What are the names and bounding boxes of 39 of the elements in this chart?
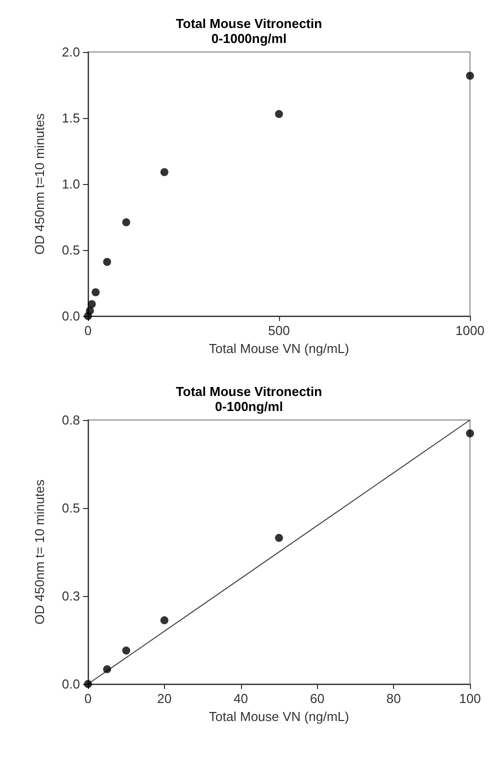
point xyxy=(275,110,283,118)
y-tick-label: 0.5 xyxy=(62,500,80,516)
y-tick-label: 0.5 xyxy=(62,242,80,258)
y-tick-label: 0.0 xyxy=(62,308,80,324)
point xyxy=(86,306,94,315)
x-tick-label: 500 xyxy=(268,323,290,338)
x-tick-label: 1000 xyxy=(456,323,484,338)
y-axis-title: OD 450nm t= 10 minutes xyxy=(32,479,47,624)
point xyxy=(88,300,96,308)
y-tick-label: 0.0 xyxy=(62,676,80,692)
y-tick-label: 0.3 xyxy=(62,588,80,604)
x-tick-label: 0 xyxy=(84,691,92,706)
x-tick-label: 60 xyxy=(310,691,324,706)
x-axis-title: Total Mouse VN (ng/mL) xyxy=(208,709,350,724)
point xyxy=(466,72,474,80)
chart-title: Total Mouse Vitronectin xyxy=(176,16,322,31)
x-tick-label: 20 xyxy=(157,691,172,706)
x-axis-title: Total Mouse VN (ng/mL) xyxy=(208,341,350,356)
y-tick-label: 1.5 xyxy=(62,110,80,126)
chart-title: Total Mouse Vitronectin xyxy=(176,384,322,399)
y-axis-title: OD 450nm t=10 minutes xyxy=(32,112,47,255)
point xyxy=(122,218,130,226)
x-tick-label: 0 xyxy=(84,323,92,338)
point xyxy=(160,616,168,624)
chart-subtitle: 0-1000ng/ml xyxy=(211,31,287,46)
point xyxy=(160,168,168,176)
point xyxy=(103,258,112,266)
point xyxy=(92,288,100,296)
y-tick-label: 2.0 xyxy=(62,44,80,60)
y-tick-label: 0.8 xyxy=(62,412,80,428)
x-tick-label: 80 xyxy=(386,691,401,706)
chart-subtitle: 0-100ng/ml xyxy=(215,399,283,414)
x-tick-label: 100 xyxy=(459,691,481,706)
point xyxy=(466,429,474,438)
point xyxy=(275,534,283,542)
point xyxy=(122,646,130,655)
x-tick-label: 40 xyxy=(234,691,248,706)
y-tick-label: 1.0 xyxy=(62,176,80,192)
point xyxy=(103,665,112,674)
